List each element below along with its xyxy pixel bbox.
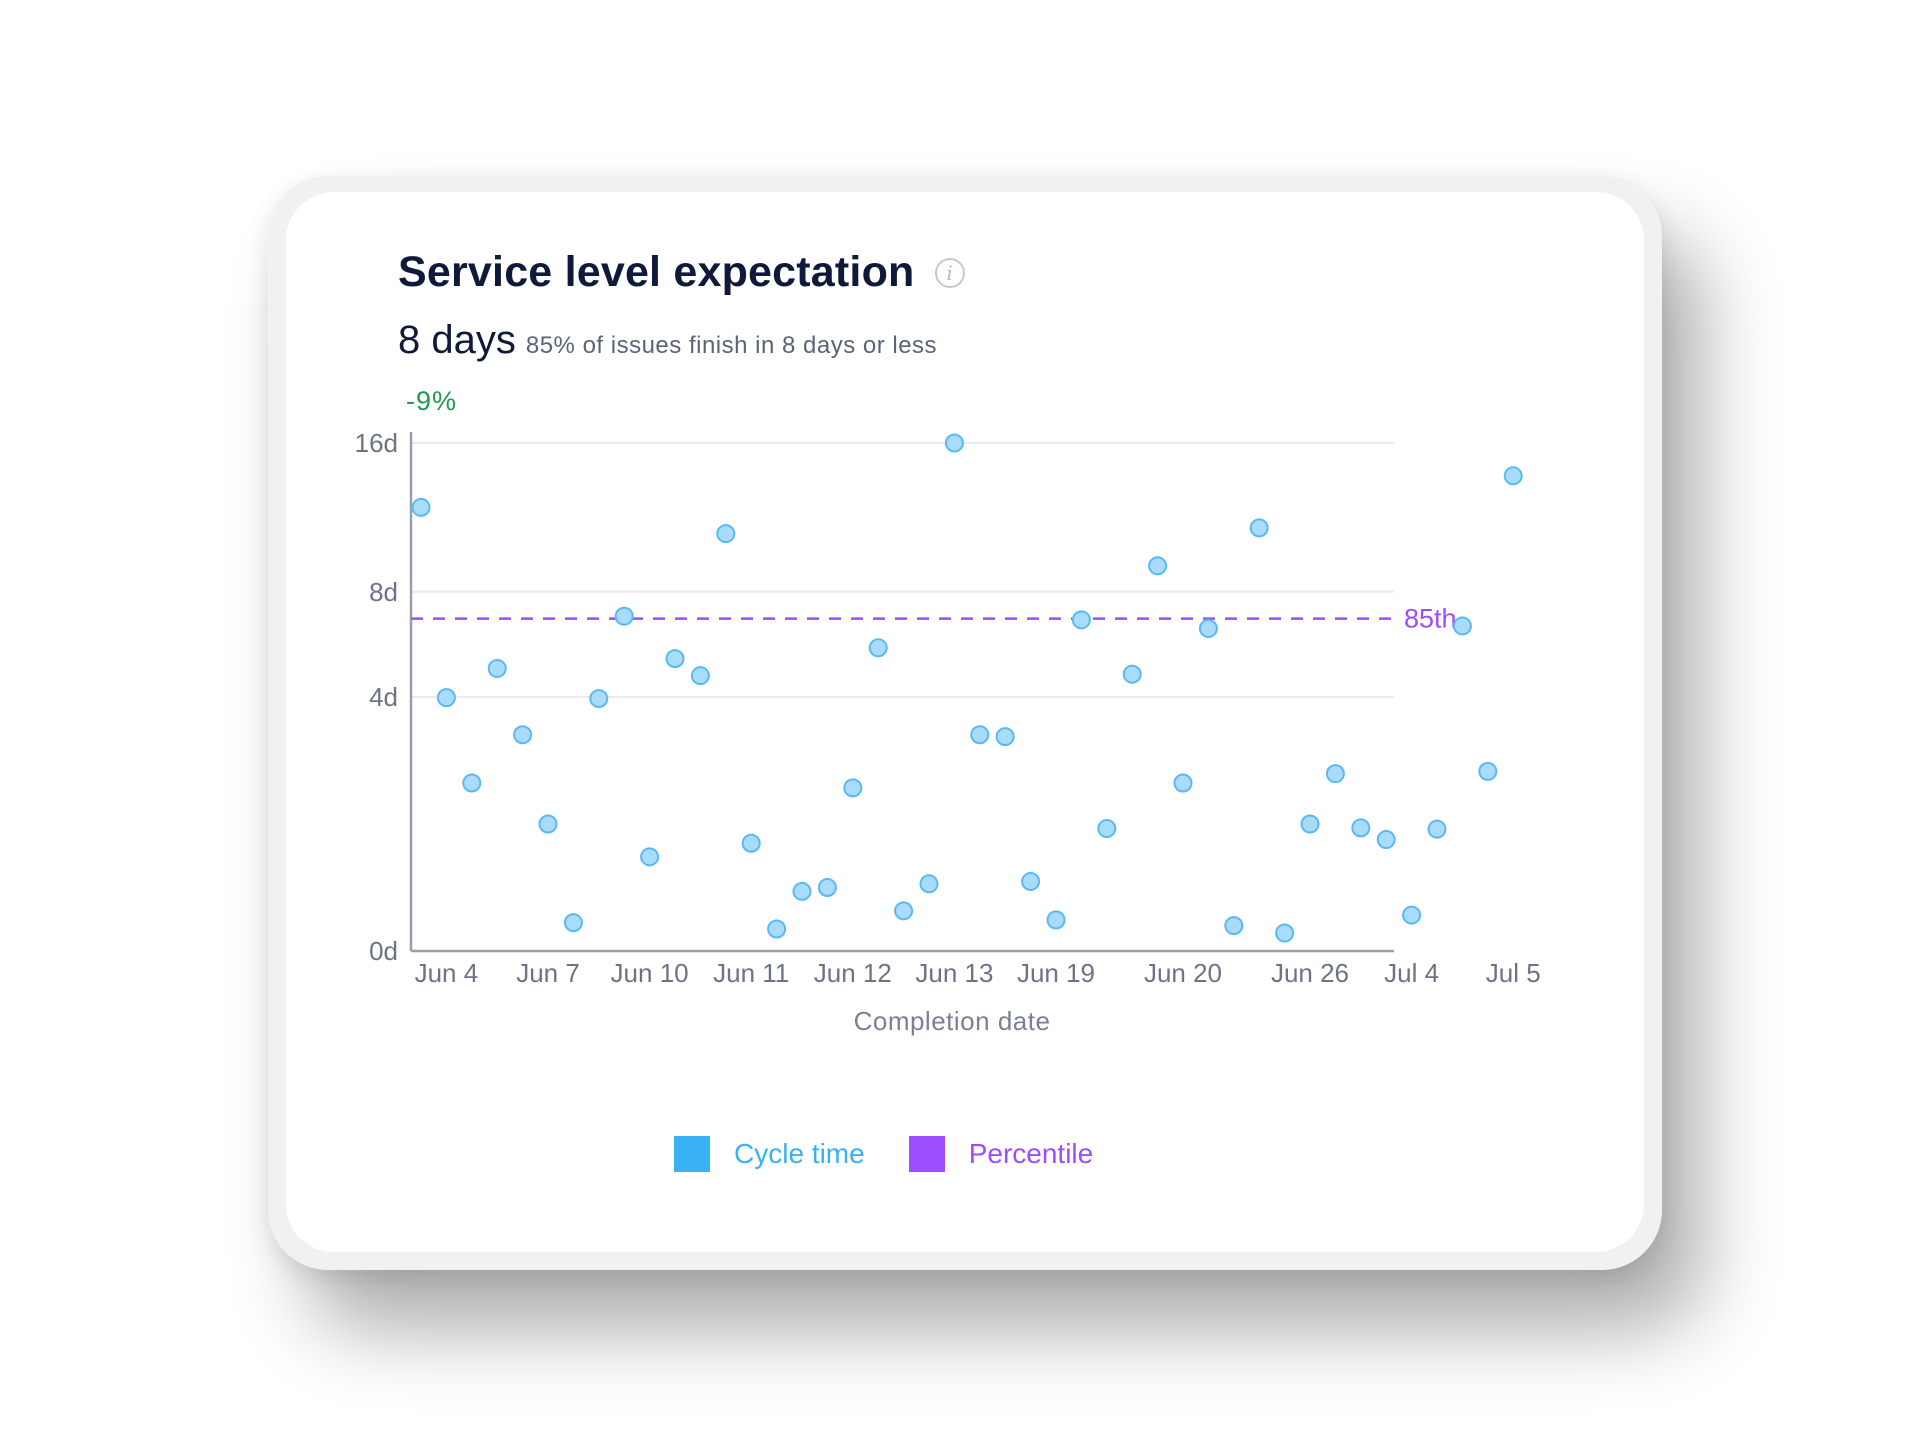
data-point [1351, 818, 1371, 838]
x-tick-label: Jun 11 [713, 958, 789, 988]
legend-item-percentile[interactable]: Percentile [908, 1136, 1094, 1172]
data-point [1046, 910, 1066, 930]
data-point [1402, 905, 1422, 925]
data-point [1021, 871, 1041, 891]
x-tick-label: Jun 20 [1144, 958, 1222, 988]
data-point [462, 773, 482, 793]
data-point [1275, 923, 1295, 943]
data-point [665, 649, 685, 669]
data-point [919, 874, 939, 894]
x-tick-label: Jul 4 [1384, 958, 1439, 988]
sle-card: Service level expectation i 8 days 85% o… [286, 192, 1644, 1252]
legend-label-cycle-time: Cycle time [734, 1138, 865, 1169]
title-row: Service level expectation i [398, 248, 965, 297]
data-point [487, 658, 507, 678]
data-point [817, 878, 837, 897]
info-icon[interactable]: i [934, 257, 965, 288]
data-point [1427, 819, 1447, 839]
x-axis-label: Completion date [854, 1006, 1051, 1036]
y-tick-label: 16d [355, 428, 398, 458]
data-point [1122, 664, 1142, 684]
data-point [1300, 814, 1320, 834]
data-point [1071, 610, 1091, 630]
data-point [944, 433, 964, 453]
data-point [894, 901, 914, 921]
data-point [538, 814, 558, 834]
data-point [513, 725, 533, 745]
data-point [411, 497, 431, 517]
data-point [640, 847, 660, 867]
x-tick-label: Jun 12 [814, 958, 892, 988]
data-point [1097, 819, 1117, 839]
y-tick-label: 4d [369, 682, 398, 712]
data-point [1376, 830, 1396, 850]
x-tick-label: Jun 26 [1271, 958, 1349, 988]
y-tick-label: 8d [369, 577, 398, 607]
legend-label-percentile: Percentile [968, 1138, 1094, 1169]
data-point [1325, 764, 1345, 784]
y-tick-label: 0d [369, 936, 398, 966]
summary-value: 8 days [398, 318, 516, 362]
x-tick-label: Jun 10 [611, 958, 689, 988]
data-point [436, 688, 456, 708]
legend-swatch-cycle-time [674, 1136, 710, 1172]
data-point [843, 778, 863, 798]
legend-swatch-percentile [908, 1136, 945, 1172]
data-point [1224, 916, 1244, 936]
x-tick-label: Jul 5 [1486, 958, 1541, 988]
data-point [1503, 466, 1523, 486]
x-tick-label: Jun 7 [516, 958, 580, 988]
data-point [563, 913, 583, 933]
data-point [970, 725, 990, 745]
data-point [1148, 556, 1168, 576]
x-tick-label: Jun 19 [1017, 958, 1095, 988]
percentile-label: 85th [1404, 604, 1457, 634]
card-title: Service level expectation [398, 248, 915, 296]
data-point [1478, 761, 1498, 781]
summary-description: 85% of issues finish in 8 days or less [525, 332, 938, 359]
legend-item-cycle-time[interactable]: Cycle time [674, 1136, 865, 1172]
data-point [1198, 618, 1218, 638]
data-point [716, 524, 736, 544]
data-point [1452, 616, 1472, 636]
data-point [1173, 773, 1193, 793]
data-point [767, 919, 787, 939]
data-point [741, 833, 761, 853]
delta-badge: -9% [406, 386, 458, 416]
data-point [995, 727, 1015, 747]
data-point [589, 689, 609, 709]
scatter-chart: 0d 4d 8d 16d Jun 4 Jun 7 Jun 10 Jun 11 Jun 12 Jun… [355, 428, 1541, 1036]
x-tick-label: Jun 13 [915, 958, 993, 988]
summary-row: 8 days 85% of issues finish in 8 days or… [398, 318, 937, 363]
data-point [1249, 518, 1269, 538]
data-point [792, 881, 812, 901]
chart-legend: Cycle time Percentile [674, 1136, 1137, 1172]
data-point [868, 638, 888, 658]
data-point [690, 666, 710, 686]
data-point [614, 606, 634, 626]
x-tick-label: Jun 4 [415, 958, 479, 988]
